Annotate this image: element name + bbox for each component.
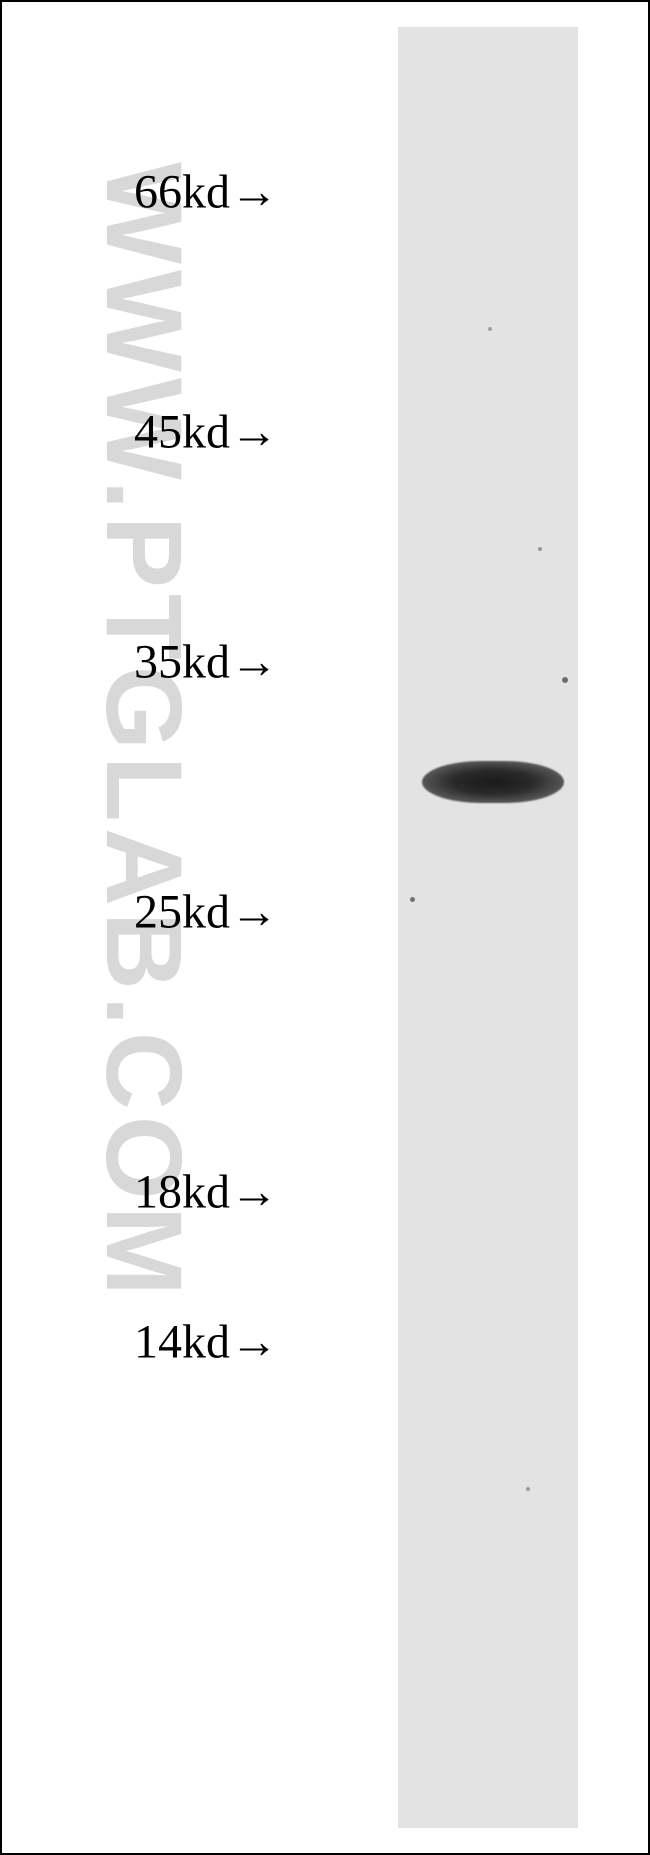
protein-band: [422, 761, 564, 803]
mw-marker-text: 25kd: [134, 886, 230, 939]
mw-marker-text: 45kd: [134, 406, 230, 459]
blot-lane: [398, 27, 578, 1828]
mw-marker-label: 18kd→: [134, 1165, 278, 1220]
arrow-right-icon: →: [230, 406, 278, 459]
blot-speck: [410, 897, 415, 902]
mw-marker-label: 14kd→: [134, 1315, 278, 1370]
mw-marker-label: 45kd→: [134, 405, 278, 460]
arrow-right-icon: →: [230, 886, 278, 939]
mw-marker-text: 14kd: [134, 1316, 230, 1369]
arrow-right-icon: →: [230, 1166, 278, 1219]
western-blot-figure: WWW.PTGLAB.COM 66kd→45kd→35kd→25kd→18kd→…: [0, 0, 650, 1855]
mw-marker-text: 66kd: [134, 166, 230, 219]
arrow-right-icon: →: [230, 1316, 278, 1369]
arrow-right-icon: →: [230, 636, 278, 689]
arrow-right-icon: →: [230, 166, 278, 219]
blot-speck: [562, 677, 568, 683]
blot-speck: [526, 1487, 530, 1491]
mw-marker-label: 25kd→: [134, 885, 278, 940]
mw-marker-text: 35kd: [134, 636, 230, 689]
watermark-text: WWW.PTGLAB.COM: [82, 162, 207, 1302]
blot-speck: [488, 327, 492, 331]
mw-marker-label: 35kd→: [134, 635, 278, 690]
blot-speck: [538, 547, 542, 551]
mw-marker-text: 18kd: [134, 1166, 230, 1219]
mw-marker-label: 66kd→: [134, 165, 278, 220]
